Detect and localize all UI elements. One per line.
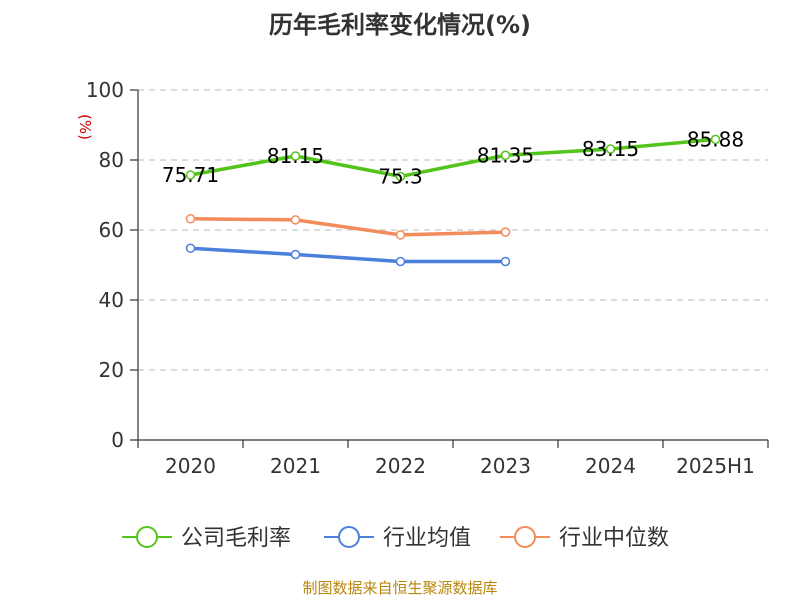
data-point — [500, 227, 511, 237]
series-2 — [185, 214, 511, 240]
legend-item-0[interactable]: 公司毛利率 — [122, 526, 291, 551]
y-tick-label: 20 — [99, 358, 124, 382]
series-line — [188, 217, 508, 237]
legend-item-2[interactable]: 行业中位数 — [500, 526, 669, 551]
x-tick-label: 2021 — [270, 454, 321, 478]
series-1 — [185, 243, 511, 267]
x-tick-label: 2023 — [480, 454, 531, 478]
data-point — [290, 249, 301, 260]
y-axis-label: (%) — [76, 114, 94, 140]
y-tick-label: 40 — [99, 288, 124, 312]
data-point — [395, 171, 406, 182]
series-group — [185, 134, 721, 267]
data-label: 81.35 — [477, 143, 534, 167]
legend-item-1[interactable]: 行业均值 — [324, 526, 471, 551]
data-point — [290, 215, 301, 225]
legend[interactable]: 公司毛利率 行业均值 行业中位数 — [122, 526, 669, 551]
y-tick-label: 0 — [111, 428, 124, 452]
legend-marker — [136, 526, 158, 548]
data-label: 83.15 — [582, 137, 639, 161]
chart-title: 历年毛利率变化情况(%) — [269, 11, 531, 39]
data-point — [395, 256, 406, 267]
source-note: 制图数据来自恒生聚源数据库 — [302, 579, 497, 597]
x-axis-ticks: 2020 2021 2022 2023 2024 2025H1 — [137, 440, 769, 478]
data-point — [500, 150, 511, 161]
data-point — [710, 134, 721, 145]
data-labels: 75.71 81.15 75.3 81.35 83.15 85.88 — [162, 127, 744, 188]
data-label: 75.71 — [162, 163, 219, 187]
legend-marker — [514, 526, 536, 548]
data-label: 75.3 — [378, 164, 423, 188]
data-label: 85.88 — [687, 127, 744, 151]
y-tick-label: 80 — [99, 148, 124, 172]
grid-lines — [138, 89, 768, 371]
data-point — [605, 144, 616, 154]
y-tick-label: 100 — [86, 78, 124, 102]
series-line — [188, 246, 508, 264]
x-tick-label: 2024 — [585, 454, 636, 478]
data-point — [500, 256, 511, 267]
legend-label: 行业中位数 — [559, 526, 669, 551]
legend-marker — [338, 526, 360, 548]
legend-label: 公司毛利率 — [181, 526, 291, 551]
data-point — [290, 151, 301, 161]
series-line — [188, 137, 718, 179]
y-tick-label: 60 — [99, 218, 124, 242]
data-point — [185, 170, 196, 180]
x-tick-label: 2025H1 — [676, 454, 755, 478]
data-point — [395, 230, 406, 240]
y-axis-ticks: 0 20 40 60 80 100 — [86, 78, 138, 452]
series-0 — [185, 134, 721, 182]
data-point — [185, 214, 196, 224]
legend-label: 行业均值 — [383, 526, 471, 551]
x-tick-label: 2022 — [375, 454, 426, 478]
data-label: 81.15 — [267, 144, 324, 168]
data-point — [185, 243, 196, 253]
x-tick-label: 2020 — [165, 454, 216, 478]
